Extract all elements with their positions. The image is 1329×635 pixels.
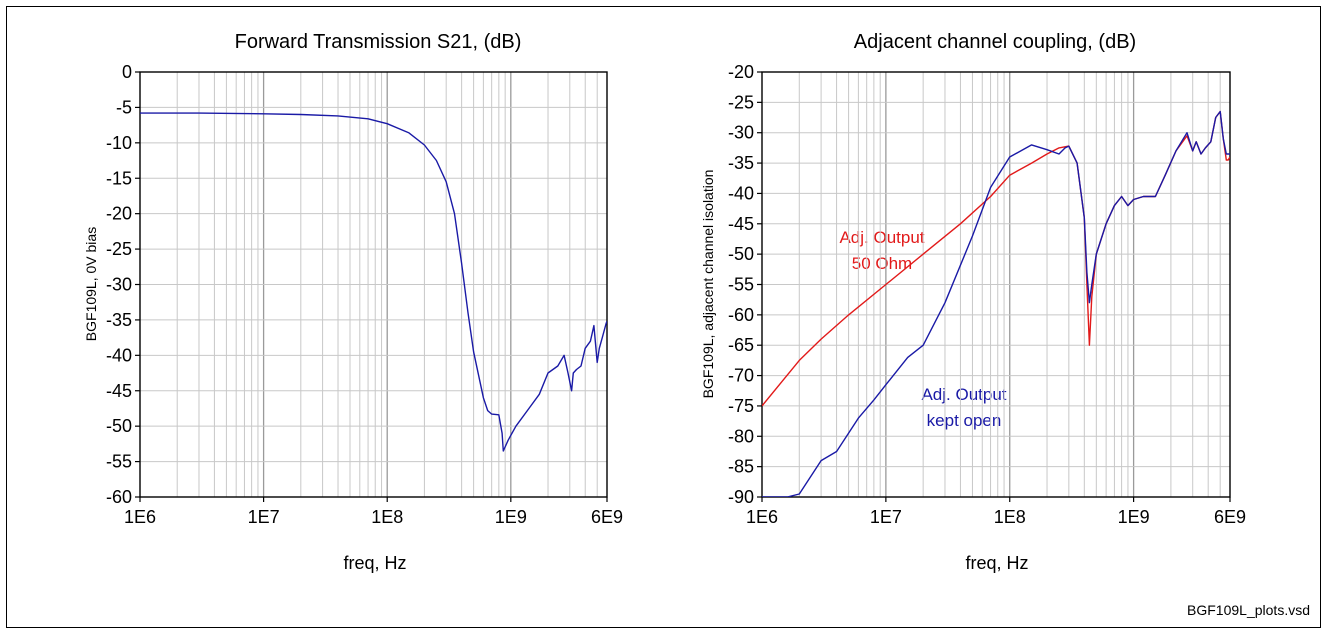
chart1-xtick-label: 1E7 (248, 507, 280, 527)
chart1-ytick-label: -40 (106, 345, 132, 365)
chart1-xtick-label: 1E6 (124, 507, 156, 527)
chart2-ytick-label: -35 (728, 153, 754, 173)
chart1-ytick-label: -50 (106, 416, 132, 436)
chart2-ytick-label: -40 (728, 183, 754, 203)
chart2-xlabel: freq, Hz (965, 553, 1028, 573)
anno-adj-output-50ohm-line1: Adj. Output (839, 228, 924, 247)
chart1-xlabel: freq, Hz (343, 553, 406, 573)
chart1-ytick-label: 0 (122, 62, 132, 82)
chart2-series-1-line (762, 110, 1230, 497)
footer-filename: BGF109L_plots.vsd (1187, 602, 1310, 618)
chart2-ytick-label: -45 (728, 214, 754, 234)
chart2-ytick-label: -90 (728, 487, 754, 507)
chart2-ytick-label: -20 (728, 62, 754, 82)
figure-frame (6, 6, 1321, 628)
chart1-ylabel: BGF109L, 0V bias (83, 227, 99, 341)
chart1-ytick-label: -55 (106, 452, 132, 472)
chart2-plot: -20 -25 -30 -35 -40 -45 -50 -55 -60 -65 -70 -75 -80 -… (728, 62, 1246, 527)
chart2-ytick-label: -85 (728, 457, 754, 477)
chart2-title: Adjacent channel coupling, (dB) (854, 31, 1136, 53)
chart2-xtick-label: 1E6 (746, 507, 778, 527)
chart1-series-0-line (140, 112, 607, 452)
chart1-ytick-label: -20 (106, 204, 132, 224)
chart1-ytick-label: -35 (106, 310, 132, 330)
chart2-xtick-label: 1E8 (994, 507, 1026, 527)
chart2-ytick-label: -30 (728, 123, 754, 143)
chart2-series-0-line (762, 110, 1230, 407)
chart1-xtick-label: 1E8 (371, 507, 403, 527)
chart2-ytick-label: -60 (728, 305, 754, 325)
chart1-ytick-label: -25 (106, 239, 132, 259)
chart2-xtick-label: 6E9 (1214, 507, 1246, 527)
chart2-ytick-label: -80 (728, 426, 754, 446)
chart2-ytick-label: -70 (728, 366, 754, 386)
chart2-ytick-label: -65 (728, 335, 754, 355)
chart2-ylabel: BGF109L, adjacent channel isolation (700, 170, 716, 399)
chart2-ytick-label: -25 (728, 92, 754, 112)
chart2-xtick-label: 1E7 (870, 507, 902, 527)
chart1-ytick-label: -5 (116, 97, 132, 117)
chart1-xtick-label: 1E9 (495, 507, 527, 527)
chart1-ytick-label: -45 (106, 381, 132, 401)
chart1-ytick-label: -30 (106, 275, 132, 295)
anno-adj-output-open-line1: Adj. Output (921, 385, 1006, 404)
chart1-ytick-label: -15 (106, 168, 132, 188)
chart1-title: Forward Transmission S21, (dB) (235, 31, 522, 53)
chart1-xtick-label: 6E9 (591, 507, 623, 527)
chart1-ytick-label: -10 (106, 133, 132, 153)
chart2-ytick-label: -50 (728, 244, 754, 264)
chart2-ytick-label: -55 (728, 275, 754, 295)
chart2-xtick-label: 1E9 (1118, 507, 1150, 527)
chart1-ytick-label: -60 (106, 487, 132, 507)
chart2-ytick-label: -75 (728, 396, 754, 416)
